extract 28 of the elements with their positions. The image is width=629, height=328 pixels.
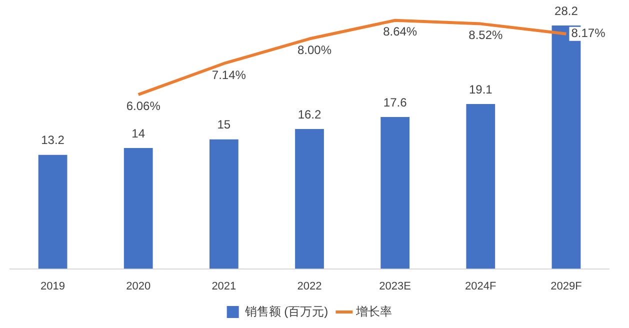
x-tick-label: 2022 [297,280,322,292]
data-label: 8.52% [468,28,503,42]
x-tick-label: 2019 [40,280,66,292]
data-label: 7.14% [212,68,246,82]
data-label: 19.1 [468,82,493,96]
data-label: 17.6 [383,95,408,110]
bar [380,116,410,269]
x-tick-label: 2020 [126,280,151,292]
bar [38,154,68,269]
data-label: 15 [217,118,231,132]
data-label: 8.17% [571,26,606,40]
x-tick-label: 2021 [212,280,236,292]
data-label: 8.64% [383,24,418,39]
legend-label: 增长率 [355,304,392,318]
bar [295,129,324,269]
bar [466,104,496,269]
data-label: 14 [132,126,146,140]
x-tick-label: 2023E [379,280,411,292]
data-label: 13.2 [41,133,65,148]
data-label: 6.06% [126,98,161,113]
data-label: 28.2 [554,4,578,18]
data-label: 16.2 [298,107,322,122]
bar [124,148,153,269]
legend-label: 销售额 (百万元) [244,304,328,318]
bar [209,139,238,269]
data-label: 8.00% [298,43,332,58]
x-tick-label: 2024F [465,280,497,292]
x-tick-label: 2029F [550,280,582,292]
